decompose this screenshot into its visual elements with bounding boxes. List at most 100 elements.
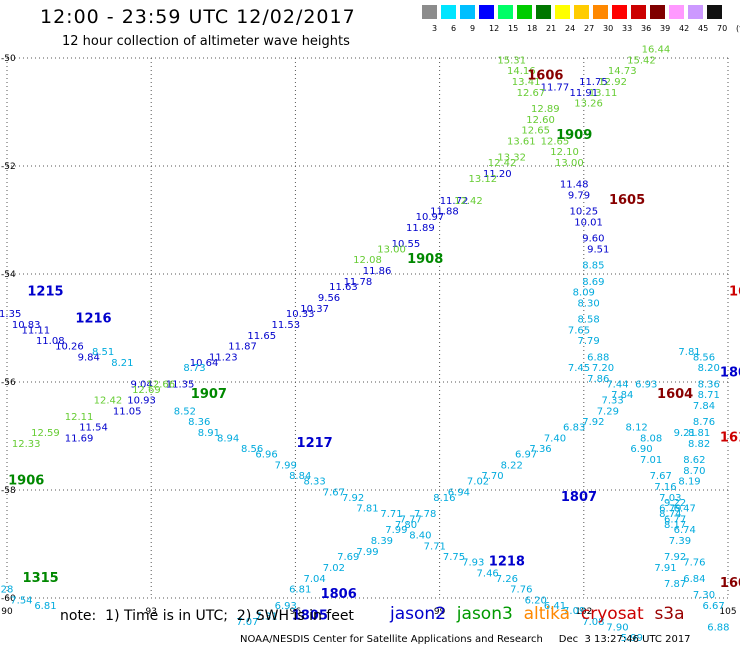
wave-height-value: 7.77 [400,514,422,525]
wave-height-value: 8.52 [174,406,196,417]
wave-height-value: 7.20 [592,363,614,374]
wave-height-value: 8.73 [183,363,205,374]
wave-height-value: 12.92 [598,77,627,88]
wave-height-value: 8.85 [582,261,604,272]
satellite-name: cryosat [580,604,655,624]
wave-height-value: 11.54 [79,423,108,434]
wave-height-value: 6.88 [707,622,729,633]
legend-swatch [669,5,684,19]
wave-height-value: 11.88 [430,207,459,218]
wave-height-value: 7.31 [255,612,277,623]
legend-label: 33 [622,24,633,33]
legend-label: 70 [717,24,728,33]
wave-height-value: 6.97 [515,450,537,461]
wave-height-value: 6.74 [674,525,696,536]
wave-height-value: 9.51 [587,244,609,255]
wave-height-value: 11.89 [406,223,435,234]
legend-label: 15 [508,24,519,33]
wave-height-value: 7.02 [467,477,489,488]
wave-height-value: 8.33 [303,477,325,488]
satellite-name: altika [523,604,581,624]
wave-height-value: 16.44 [642,45,671,56]
wave-height-value: 10.55 [392,239,421,250]
wave-height-value: 8.62 [683,455,705,466]
wave-height-value: 7.93 [462,558,484,569]
wave-height-value: 11.65 [247,331,276,342]
wave-height-value: 7.92 [582,417,604,428]
wave-height-value: 12.65 [521,126,550,137]
wave-height-value: 7.70 [481,471,503,482]
wave-height-value: 14.73 [608,66,637,77]
legend-label: 36 [641,24,652,33]
pass-id-label: 1805 [292,609,328,624]
legend-label: 30 [603,24,614,33]
wave-height-value: 13.61 [507,136,536,147]
pass-id-label: 1604 [657,387,693,402]
pass-id-label: 1217 [297,436,333,451]
pass-id-label: 1218 [489,555,525,570]
wave-height-value: 10.37 [300,304,329,315]
legend-swatch [574,5,589,19]
legend-swatch [441,5,456,19]
wave-height-value: 11.91 [569,88,598,99]
wave-height-value: 7.33 [602,396,624,407]
wave-height-value: 11.35 [0,309,21,320]
wave-height-value: 7.81 [356,504,378,515]
wave-height-value: 7.46 [477,568,499,579]
legend-label: 27 [584,24,595,33]
wave-height-value: 13.32 [497,153,526,164]
wave-height-value: 7.75 [443,552,465,563]
lat-tick-label: -54 [1,270,16,280]
legend-label: 24 [565,24,576,33]
wave-height-value: 12.11 [65,412,94,423]
wave-height-value: 7.67 [650,471,672,482]
wave-height-value: 6.94 [448,487,470,498]
wave-height-value: 8.12 [626,423,648,434]
wave-height-value: 7.07 [236,617,258,628]
satellite-name: jason3 [456,604,524,624]
wave-height-value: 7.84 [611,390,633,401]
wave-height-value: 10.97 [416,212,445,223]
wave-height-value: 5.99 [621,633,643,644]
wave-height-value: 13.11 [589,88,618,99]
wave-height-value: 6.90 [630,444,652,455]
footer-note: note: 1) Time is in UTC; 2) SWH is in fe… [60,608,354,624]
wave-height-value: 12.10 [550,147,579,158]
legend-swatch [631,5,646,19]
wave-height-value: 8.19 [678,477,700,488]
wave-height-value: 8.84 [289,471,311,482]
wave-height-value: 7.81 [678,347,700,358]
wave-height-value: 10.33 [286,309,315,320]
wave-height-value: 7.76 [683,558,705,569]
axis-tick-labels: 90 93 96 99 102 105 -50 -52 -54 -56 -58 -60 [1,54,737,617]
pass-id-labels: 1215 1216 1217 1218 1807 1806 1805 1808 1315 1906… [8,69,740,624]
wave-height-value: 13.12 [469,174,498,185]
wave-height-value: 7.92 [664,552,686,563]
wave-height-value: 7.67 [323,487,345,498]
pass-id-label: 1603 [720,576,740,591]
wave-height-value: 11.77 [541,82,570,93]
legend-swatch [593,5,608,19]
wave-height-value: 8.08 [640,433,662,444]
wave-height-value: 7.79 [577,336,599,347]
wave-height-value: 11.75 [579,77,608,88]
wave-height-value: 7.39 [669,536,691,547]
wave-height-value: 8.94 [217,433,239,444]
wave-height-value: 11.48 [560,180,589,191]
wave-height-value: 7.99 [356,547,378,558]
wave-height-value: 7.30 [693,590,715,601]
wave-height-value: 6.67 [702,601,724,612]
wave-height-value: 8.91 [198,428,220,439]
wave-height-value: 6.41 [544,601,566,612]
wave-height-value: 7.86 [587,374,609,385]
wave-height-value: 11.20 [483,169,512,180]
wave-height-value: 12.42 [94,396,123,407]
legend-swatch [460,5,475,19]
legend-label: 42 [679,24,690,33]
lat-tick-label: -56 [1,378,16,388]
wave-height-value: 8.16 [433,493,455,504]
wave-height-value: 13.41 [512,77,541,88]
wave-height-value: 6.93 [635,379,657,390]
wave-height-value: 11.63 [329,282,358,293]
wave-height-value: 6.96 [255,450,277,461]
